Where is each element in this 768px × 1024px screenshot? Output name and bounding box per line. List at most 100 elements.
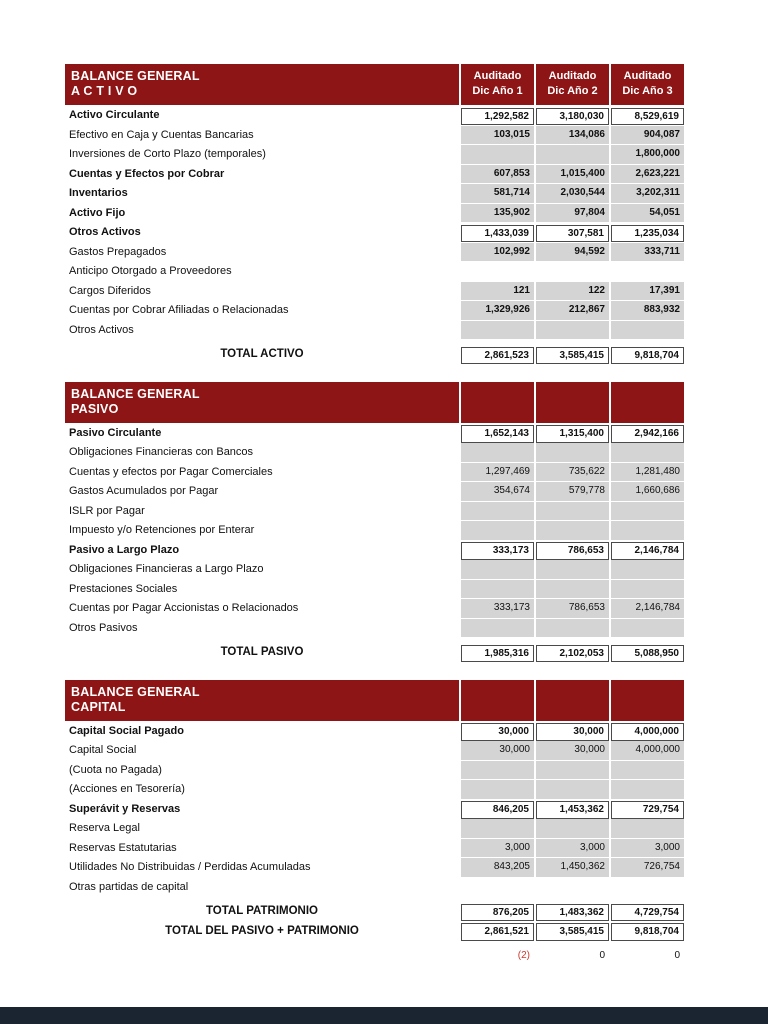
- table-row: (Acciones en Tesorería): [65, 780, 687, 800]
- value-cell: [536, 819, 609, 839]
- row-label: Impuesto y/o Retenciones por Enterar: [69, 524, 255, 536]
- value-cell: [461, 443, 534, 463]
- table-row: Obligaciones Financieras con Bancos: [65, 443, 687, 463]
- table-row: Cuentas por Pagar Accionistas o Relacion…: [65, 599, 687, 619]
- value-cell: [611, 579, 684, 599]
- table-row: Inventarios 581,714 2,030,544 3,202,311: [65, 184, 687, 204]
- value-cell: 102,992: [461, 242, 534, 262]
- row-label: Gastos Prepagados: [69, 245, 167, 258]
- value-cell: 333,173: [461, 599, 534, 619]
- value-cell: [461, 878, 534, 898]
- value-cell: 30,000: [461, 741, 534, 761]
- row-label: Otros Pasivos: [69, 621, 138, 634]
- row-label: Obligaciones Financieras con Bancos: [69, 446, 254, 458]
- table-row: TOTAL PASIVO 1,985,316 2,102,053 5,088,950: [65, 643, 687, 663]
- value-cell: (2): [517, 950, 530, 961]
- value-cell: [611, 819, 684, 839]
- value-cell: [536, 521, 609, 541]
- viewer-bottom-bar: [0, 1007, 768, 1024]
- column-header: [461, 381, 534, 423]
- value-cell: 307,581: [536, 224, 609, 242]
- value-cell: 2,146,784: [611, 542, 684, 560]
- row-label: Efectivo en Caja y Cuentas Bancarias: [69, 128, 254, 141]
- column-header: [536, 381, 609, 423]
- table-row: Capital Social Pagado 30,000 30,000 4,000,0…: [65, 722, 687, 742]
- row-label: Reserva Legal: [69, 822, 140, 834]
- value-cell: 904,087: [611, 125, 684, 145]
- row-label: Utilidades No Distribuidas / Perdidas Ac…: [69, 861, 311, 873]
- value-cell: 2,861,523: [461, 346, 534, 364]
- section-rows: Pasivo Circulante 1,652,143 1,315,400 2,942…: [65, 424, 687, 663]
- value-cell: 4,729,754: [611, 903, 684, 921]
- column-header: [461, 679, 534, 721]
- column-header: Auditado Dic Año 1: [461, 64, 534, 105]
- row-label: Inversiones de Corto Plazo (temporales): [69, 148, 266, 160]
- value-cell: [536, 262, 609, 282]
- value-cell: [536, 760, 609, 780]
- column-header-line2: Dic Año 1: [472, 85, 523, 97]
- value-cell: [611, 760, 684, 780]
- value-cell: 3,202,311: [611, 184, 684, 204]
- value-cell: [536, 618, 609, 638]
- value-cell: [611, 521, 684, 541]
- value-cell: 1,800,000: [611, 145, 684, 165]
- value-cell: 4,000,000: [611, 723, 684, 741]
- value-cell: 54,051: [611, 203, 684, 223]
- value-cell: [461, 145, 534, 165]
- value-cell: [461, 521, 534, 541]
- value-cell: 103,015: [461, 125, 534, 145]
- section-pasivo: BALANCE GENERAL PASIVO Pasivo Circulante…: [65, 381, 687, 663]
- table-row: TOTAL DEL PASIVO + PATRIMONIO 2,861,521 3,…: [65, 922, 687, 942]
- table-row: (Cuota no Pagada): [65, 760, 687, 780]
- table-row: Impuesto y/o Retenciones por Enterar: [65, 521, 687, 541]
- value-cell: [611, 780, 684, 800]
- value-cell: 843,205: [461, 858, 534, 878]
- column-header: [611, 381, 684, 423]
- table-row: Activo Circulante 1,292,582 3,180,030 8,529…: [65, 106, 687, 126]
- table-row: Gastos Acumulados por Pagar 354,674 579,77…: [65, 482, 687, 502]
- value-cell: 2,102,053: [536, 644, 609, 662]
- value-cell: 1,433,039: [461, 224, 534, 242]
- value-cell: 1,292,582: [461, 107, 534, 125]
- table-row: Cargos Diferidos 121 122 17,391: [65, 281, 687, 301]
- row-label: Cuentas y Efectos por Cobrar: [69, 167, 225, 180]
- value-cell: 1,985,316: [461, 644, 534, 662]
- row-label: Cuentas y efectos por Pagar Comerciales: [69, 465, 273, 478]
- value-cell: 333,711: [611, 242, 684, 262]
- value-cell: 2,030,544: [536, 184, 609, 204]
- value-cell: 3,180,030: [536, 107, 609, 125]
- column-header-line1: Auditado: [473, 70, 522, 82]
- value-cell: 94,592: [536, 242, 609, 262]
- value-cell: 3,585,415: [536, 346, 609, 364]
- value-cell: 2,942,166: [611, 425, 684, 443]
- table-row: Activo Fijo 135,902 97,804 54,051: [65, 203, 687, 223]
- section-title: BALANCE GENERAL CAPITAL: [65, 679, 459, 721]
- value-cell: 1,329,926: [461, 301, 534, 321]
- section-rows: Capital Social Pagado 30,000 30,000 4,000,0…: [65, 722, 687, 966]
- section-header: BALANCE GENERAL CAPITAL: [65, 679, 687, 721]
- value-cell: [461, 819, 534, 839]
- row-label: TOTAL ACTIVO: [220, 348, 304, 360]
- value-cell: [461, 579, 534, 599]
- value-cell: [536, 145, 609, 165]
- value-cell: [461, 618, 534, 638]
- section-title: BALANCE GENERAL A C T I V O: [65, 64, 459, 105]
- row-label: Superávit y Reservas: [69, 802, 181, 815]
- row-label: Obligaciones Financieras a Largo Plazo: [69, 563, 264, 575]
- row-label: Activo Circulante: [69, 109, 160, 121]
- table-row: Cuentas y efectos por Pagar Comerciales 1…: [65, 462, 687, 482]
- section-activo: BALANCE GENERAL A C T I V O Auditado Dic …: [65, 64, 687, 365]
- value-cell: 607,853: [461, 164, 534, 184]
- value-cell: 2,623,221: [611, 164, 684, 184]
- balance-sheet-document: BALANCE GENERAL A C T I V O Auditado Dic …: [65, 64, 687, 983]
- row-label: Reservas Estatutarias: [69, 841, 177, 854]
- value-cell: 846,205: [461, 801, 534, 819]
- section-title-line1: BALANCE GENERAL: [71, 69, 200, 83]
- section-title-line1: BALANCE GENERAL: [71, 386, 200, 401]
- value-cell: 2,146,784: [611, 599, 684, 619]
- value-cell: 876,205: [461, 903, 534, 921]
- value-cell: [611, 560, 684, 580]
- value-cell: 1,315,400: [536, 425, 609, 443]
- row-label: [65, 946, 459, 966]
- value-cell: 121: [461, 281, 534, 301]
